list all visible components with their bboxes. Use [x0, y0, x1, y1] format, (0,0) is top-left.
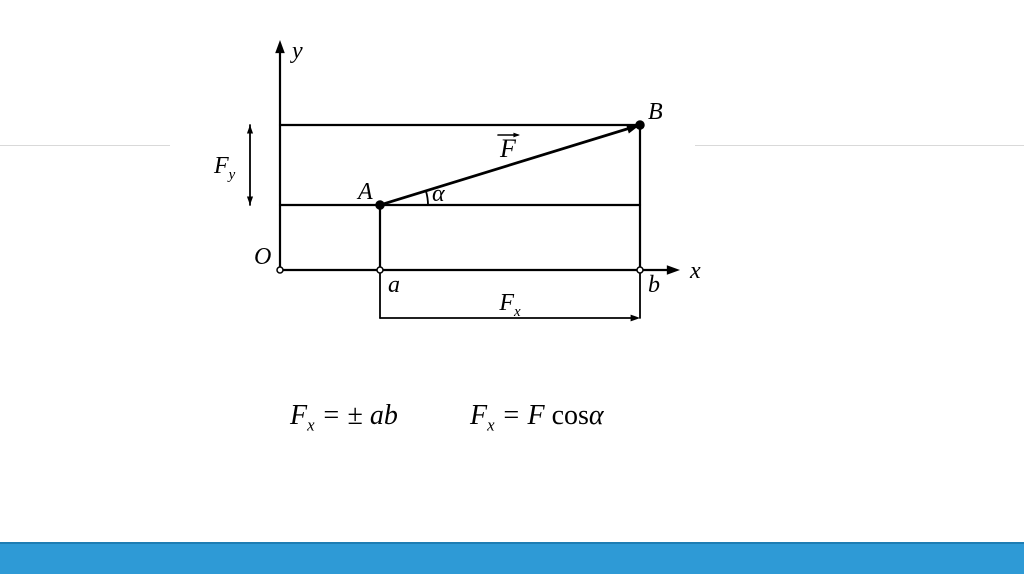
equation-fx-ab: Fx = ± ab	[290, 400, 398, 436]
svg-text:b: b	[648, 272, 660, 298]
svg-text:F: F	[499, 134, 517, 163]
svg-text:a: a	[388, 272, 400, 298]
diagram-svg: y x O Fy Fx α F A Ba b	[200, 30, 720, 370]
svg-text:A: A	[356, 179, 373, 205]
svg-text:O: O	[254, 244, 271, 270]
divider-left	[0, 145, 170, 146]
divider-right	[695, 145, 1024, 146]
svg-text:x: x	[689, 258, 701, 284]
equation-fx-cos: Fx = F cosα	[470, 400, 604, 436]
svg-text:y: y	[290, 38, 303, 64]
svg-text:Fx: Fx	[498, 290, 521, 320]
footer-bar	[0, 542, 1024, 574]
svg-text:B: B	[648, 99, 663, 125]
slide: y x O Fy Fx α F A Ba b Fx = ± ab Fx = F cosα	[0, 0, 1024, 574]
svg-text:Fy: Fy	[213, 153, 236, 183]
vector-diagram: y x O Fy Fx α F A Ba b	[200, 30, 720, 370]
svg-text:α: α	[432, 181, 445, 207]
